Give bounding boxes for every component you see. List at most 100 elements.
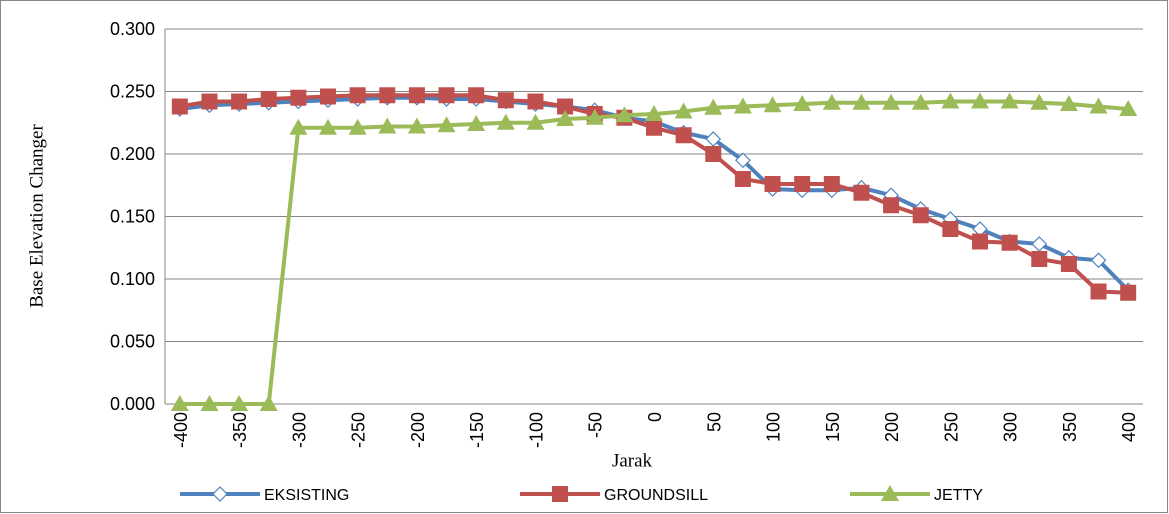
marker (230, 395, 249, 411)
marker (883, 197, 900, 214)
x-tick-label: 100 (764, 412, 784, 442)
marker (585, 108, 604, 125)
marker (496, 113, 515, 130)
marker (1090, 252, 1107, 269)
marker (467, 115, 486, 131)
marker (200, 395, 219, 411)
x-tick-label: -50 (586, 412, 606, 438)
x-tick-label: 50 (704, 412, 724, 432)
y-tick-label: 0.150 (110, 207, 155, 227)
marker (468, 87, 485, 104)
marker (822, 93, 841, 110)
marker (911, 93, 930, 110)
marker (231, 93, 248, 110)
marker (379, 87, 396, 104)
marker (942, 221, 959, 237)
marker (556, 110, 575, 126)
x-tick-label: 150 (823, 412, 843, 442)
marker (1089, 97, 1108, 114)
x-tick-label: -350 (230, 412, 250, 448)
y-tick-label: 0.250 (110, 82, 155, 102)
marker (882, 93, 901, 110)
x-tick-label: -300 (289, 412, 309, 448)
marker (1120, 284, 1137, 301)
marker (437, 116, 456, 133)
marker (941, 92, 960, 109)
legend-label: EKSISTING (264, 487, 349, 504)
marker (674, 102, 693, 119)
x-tick-label: -400 (171, 412, 191, 448)
legend-label: JETTY (934, 487, 983, 504)
marker (705, 146, 722, 162)
y-axis-label: Base Elevation Changer (26, 124, 47, 308)
y-tick-label: 0.050 (110, 332, 155, 352)
y-tick-label: 0.100 (110, 269, 155, 289)
marker (734, 171, 751, 187)
marker (526, 113, 545, 130)
marker (1001, 234, 1018, 251)
marker (348, 118, 367, 135)
marker (1119, 100, 1138, 116)
x-tick-label: -150 (467, 412, 487, 448)
marker (645, 105, 663, 121)
marker (260, 91, 277, 107)
marker (1030, 93, 1049, 110)
marker (201, 93, 218, 110)
marker (319, 118, 337, 135)
x-tick-label: 250 (941, 412, 961, 442)
marker (853, 184, 870, 201)
marker (407, 117, 426, 134)
marker (170, 395, 189, 411)
marker (646, 119, 662, 136)
marker (763, 96, 782, 113)
y-tick-label: 0.000 (110, 394, 155, 414)
marker (320, 88, 336, 105)
marker (497, 92, 514, 109)
marker (735, 152, 751, 169)
marker (1000, 92, 1019, 109)
legend-label: GROUNDSILL (604, 487, 708, 504)
x-tick-label: 300 (1001, 412, 1021, 442)
x-tick-label: 350 (1060, 412, 1080, 442)
marker (1060, 256, 1077, 272)
marker (704, 98, 723, 115)
marker (557, 98, 574, 115)
x-tick-label: -100 (526, 412, 546, 448)
x-tick-label: 400 (1119, 412, 1139, 442)
marker (171, 98, 188, 115)
marker (793, 95, 812, 111)
y-tick-label: 0.300 (110, 19, 155, 39)
marker (438, 87, 455, 104)
marker (408, 87, 425, 104)
legend-marker (212, 486, 228, 502)
marker (378, 117, 397, 134)
marker (1059, 95, 1078, 111)
marker (733, 97, 752, 114)
marker (971, 92, 989, 109)
marker (289, 118, 308, 135)
x-tick-label: -200 (408, 412, 428, 448)
marker (912, 207, 929, 224)
marker (972, 233, 988, 250)
marker (349, 87, 366, 104)
marker (1031, 251, 1048, 267)
marker (259, 395, 278, 411)
marker (290, 89, 307, 106)
marker (675, 127, 692, 144)
y-tick-label: 0.200 (110, 144, 155, 164)
marker (794, 176, 811, 192)
x-tick-label: 200 (882, 412, 902, 442)
x-tick-label: -250 (349, 412, 369, 448)
marker (764, 176, 781, 192)
marker (823, 176, 840, 192)
legend-marker (881, 485, 899, 501)
marker (527, 93, 544, 110)
x-axis-label: Jarak (612, 450, 653, 471)
x-tick-label: 0 (645, 412, 665, 422)
marker (1090, 283, 1107, 300)
marker (852, 93, 871, 110)
marker (615, 106, 634, 123)
